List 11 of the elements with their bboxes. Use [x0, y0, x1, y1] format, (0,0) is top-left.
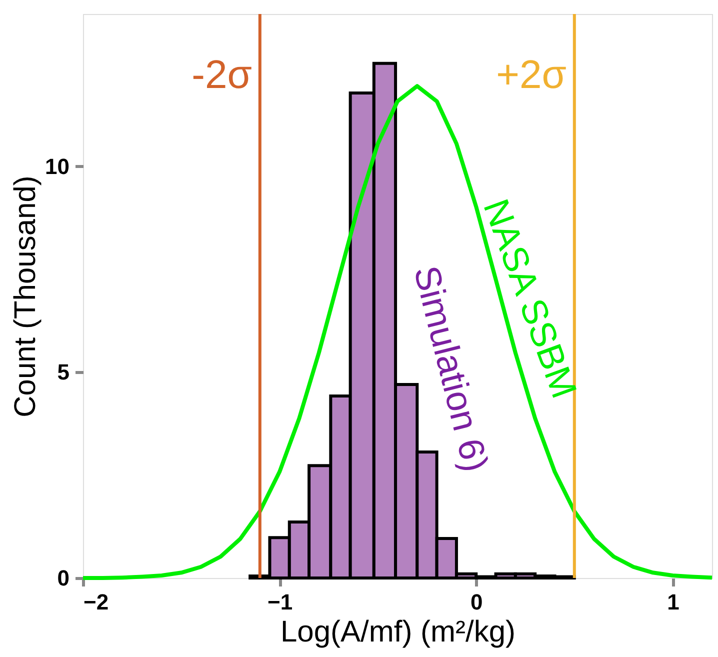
ref-line-label: +2σ — [496, 53, 567, 97]
y-tick-label: 5 — [57, 360, 70, 385]
y-tick-label: 10 — [45, 154, 70, 179]
x-tick-label: −2 — [84, 590, 109, 614]
y-tick-label: 0 — [57, 566, 70, 590]
y-axis-title: Count (Thousand) — [9, 176, 42, 418]
x-axis-title: Log(A/mf) (m²/kg) — [280, 616, 516, 648]
x-tick-label: 1 — [667, 590, 680, 614]
x-tick-label: 0 — [470, 590, 483, 614]
x-tick-label: −1 — [268, 590, 293, 614]
ref-line-label: -2σ — [192, 53, 252, 97]
